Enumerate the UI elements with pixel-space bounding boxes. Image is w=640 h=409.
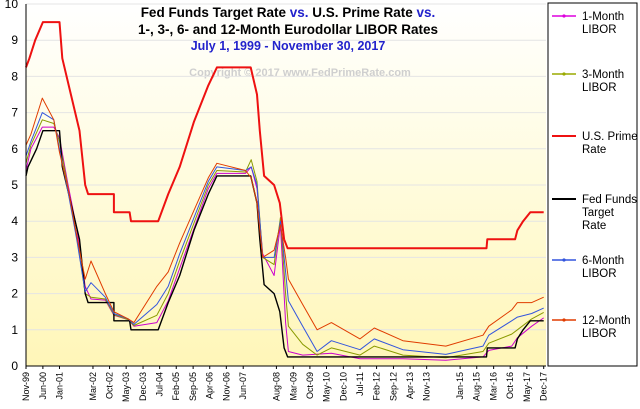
y-tick-label: 6 (11, 142, 18, 156)
y-tick-label: 2 (11, 287, 18, 301)
chart-title-line2: 1-, 3-, 6- and 12-Month Eurodollar LIBOR… (138, 22, 438, 37)
x-tick-label: Oct-09 (305, 372, 315, 399)
x-tick-label: Jan-15 (455, 372, 465, 400)
y-tick-label: 10 (5, 0, 19, 11)
x-tick-label: Nov-13 (422, 372, 432, 401)
chart-subtitle: July 1, 1999 - November 30, 2017 (191, 39, 386, 53)
x-tick-label: Aug-15 (472, 372, 482, 401)
x-tick-label: Nov-99 (21, 372, 31, 401)
x-tick-label: Oct-16 (505, 372, 515, 399)
x-tick-label: Feb-12 (372, 372, 382, 401)
y-tick-label: 5 (11, 178, 18, 192)
y-axis-ticks: 0 1 2 3 4 5 6 7 8 9 10 (5, 0, 19, 373)
legend-label: 3-Month LIBOR (582, 69, 624, 94)
y-tick-label: 4 (11, 214, 18, 228)
x-tick-label: Feb-05 (171, 372, 181, 401)
series-group (25, 21, 544, 361)
x-tick-label: Mar-02 (88, 372, 98, 401)
y-tick-label: 7 (11, 106, 18, 120)
legend-entry: 1-Month LIBOR (552, 11, 624, 36)
y-tick-label: 3 (11, 250, 18, 264)
x-tick-label: Jul-04 (155, 372, 165, 397)
legend-marker (562, 72, 566, 76)
x-tick-label: Apr-06 (205, 372, 215, 399)
chart-title-line1: Fed Funds Target Rate vs. U.S. Prime Rat… (141, 5, 436, 20)
legend-box (547, 2, 638, 367)
x-tick-label: Jun-07 (238, 372, 248, 400)
legend-marker (562, 258, 566, 262)
legend-entry: 12-Month LIBOR (552, 315, 631, 340)
legend-label: 12-Month LIBOR (582, 315, 631, 340)
series-line-6-month-libor (25, 112, 544, 355)
legend-label: 1-Month LIBOR (582, 11, 624, 36)
x-tick-label: Aug-08 (271, 372, 281, 401)
series-line-12-month-libor (25, 97, 544, 347)
title-part-1: Fed Funds Target Rate (141, 5, 290, 20)
series-line-u-s-prime-rate (25, 21, 544, 250)
x-tick-label: Mar-09 (288, 372, 298, 401)
legend-label: 6-Month LIBOR (582, 255, 624, 280)
legend-entry: U.S. Prime Rate (552, 131, 638, 156)
x-axis-ticks: Nov-99 Jun-00 Jan-01 Mar-02 Oct-02 May-03 Dec-… (21, 366, 549, 402)
legend-label: U.S. Prime Rate (582, 131, 638, 156)
x-tick-label: Dec-17 (539, 372, 549, 401)
series-line-1-month-libor (25, 126, 544, 361)
legend-entry: 6-Month LIBOR (552, 255, 624, 280)
x-tick-label: Dec-10 (338, 372, 348, 401)
legend-label: Fed Funds Target Rate (582, 194, 637, 232)
title-part-3: U.S. Prime Rate (308, 5, 416, 20)
x-tick-label: May-10 (321, 372, 331, 402)
x-tick-label: Nov-06 (221, 372, 231, 401)
x-tick-label: Jun-00 (38, 372, 48, 400)
x-tick-label: Sep-12 (388, 372, 398, 401)
legend: 1-Month LIBOR 3-Month LIBOR U.S. Prime Rate Fe… (552, 11, 638, 340)
y-tick-label: 8 (11, 69, 18, 83)
watermark: Copyright © 2017 www.FedPrimeRate.com (189, 67, 411, 79)
title-part-2: vs. (290, 5, 309, 20)
x-tick-label: Jul-11 (355, 372, 365, 396)
legend-marker (562, 14, 566, 18)
y-tick-label: 9 (11, 33, 18, 47)
legend-entry: Fed Funds Target Rate (552, 194, 637, 232)
title-part-4: vs. (417, 5, 436, 20)
x-tick-label: Oct-02 (105, 372, 115, 399)
x-tick-label: Apr-13 (405, 372, 415, 399)
x-tick-label: Jan-01 (54, 372, 64, 400)
legend-marker (562, 318, 566, 322)
x-tick-label: Sep-05 (188, 372, 198, 401)
x-tick-label: Mar-16 (489, 372, 499, 401)
y-tick-label: 1 (11, 323, 18, 337)
y-tick-label: 0 (11, 359, 18, 373)
x-tick-label: May-03 (121, 372, 131, 402)
x-tick-label: Dec-03 (138, 372, 148, 401)
legend-entry: 3-Month LIBOR (552, 69, 624, 94)
x-tick-label: May-17 (522, 372, 532, 402)
